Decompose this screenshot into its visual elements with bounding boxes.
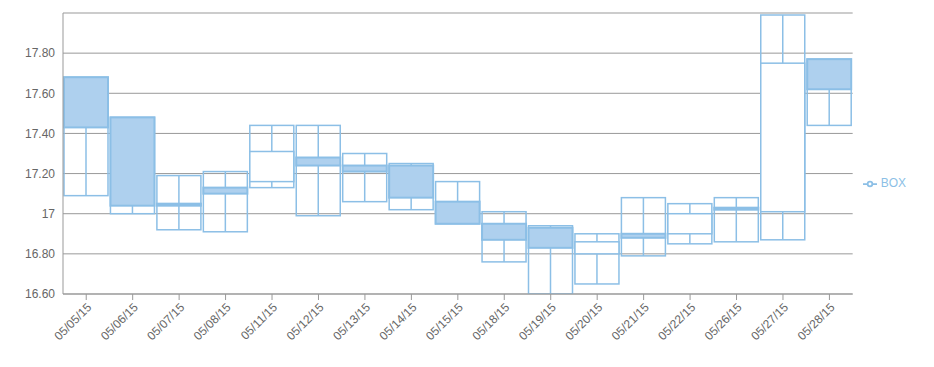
- svg-text:05/27/15: 05/27/15: [748, 300, 791, 343]
- svg-text:17.40: 17.40: [25, 127, 55, 141]
- svg-text:05/08/15: 05/08/15: [191, 300, 234, 343]
- svg-text:05/14/15: 05/14/15: [377, 300, 420, 343]
- svg-text:17.80: 17.80: [25, 46, 55, 60]
- svg-text:05/06/15: 05/06/15: [98, 300, 141, 343]
- svg-text:05/18/15: 05/18/15: [469, 300, 512, 343]
- svg-text:05/28/15: 05/28/15: [795, 300, 838, 343]
- svg-text:05/11/15: 05/11/15: [238, 300, 281, 343]
- svg-text:05/12/15: 05/12/15: [284, 300, 327, 343]
- svg-text:05/13/15: 05/13/15: [330, 300, 373, 343]
- svg-text:05/21/15: 05/21/15: [609, 300, 652, 343]
- svg-text:05/05/15: 05/05/15: [51, 300, 94, 343]
- svg-text:17: 17: [42, 207, 56, 221]
- svg-text:17.20: 17.20: [25, 167, 55, 181]
- svg-text:05/26/15: 05/26/15: [702, 300, 745, 343]
- svg-text:05/07/15: 05/07/15: [144, 300, 187, 343]
- svg-text:16.80: 16.80: [25, 247, 55, 261]
- svg-text:17.60: 17.60: [25, 87, 55, 101]
- svg-text:05/19/15: 05/19/15: [516, 300, 559, 343]
- svg-text:05/20/15: 05/20/15: [562, 300, 605, 343]
- svg-text:16.60: 16.60: [25, 287, 55, 301]
- svg-text:05/22/15: 05/22/15: [655, 300, 698, 343]
- html-text:BOX: BOX: [880, 176, 906, 191]
- svg-text:05/15/15: 05/15/15: [423, 300, 466, 343]
